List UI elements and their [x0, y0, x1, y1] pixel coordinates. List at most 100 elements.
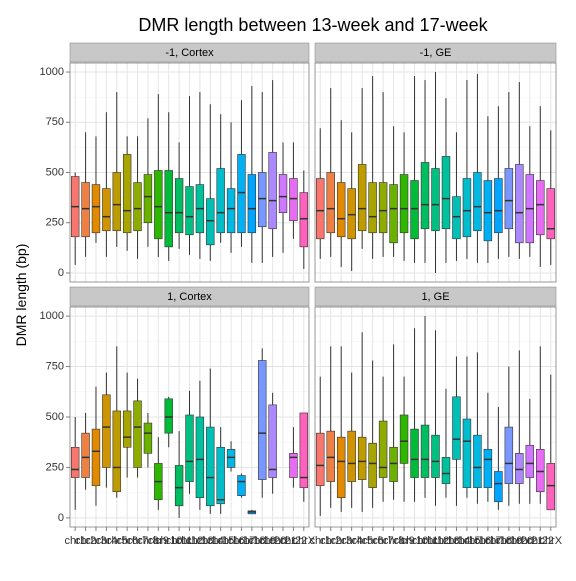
x-tick-label: chr3 [330, 535, 351, 547]
facet-label: 1, Cortex [167, 291, 212, 303]
box [237, 475, 246, 497]
box [299, 192, 309, 248]
box [122, 154, 132, 234]
box [268, 152, 277, 230]
facet-strip [69, 286, 310, 307]
x-tick-label: chr1 [64, 535, 85, 547]
box [410, 180, 419, 240]
facet-strip [314, 42, 557, 63]
box [185, 186, 194, 236]
x-tick-label: chr8 [137, 535, 158, 547]
chart-title: DMR length between 13-week and 17-week [138, 15, 488, 35]
box [258, 172, 267, 228]
box [389, 446, 398, 482]
box [389, 184, 398, 244]
box [347, 430, 356, 482]
box [112, 410, 121, 492]
x-tick-label: chr2 [320, 535, 341, 547]
x-tick-label: chr6 [116, 535, 137, 547]
box [289, 178, 298, 222]
x-tick-label: chr5 [106, 535, 127, 547]
x-tick-label: chr7 [127, 535, 148, 547]
y-tick-label: 750 [46, 360, 64, 372]
x-tick-label: chr20 [259, 535, 287, 547]
box [525, 444, 535, 478]
box [420, 162, 430, 230]
box [452, 196, 461, 240]
box [368, 442, 377, 488]
box [247, 174, 257, 234]
box [431, 168, 440, 232]
box [299, 412, 309, 488]
panel-border [69, 306, 310, 528]
x-tick-label: chr18 [485, 535, 513, 547]
box [410, 428, 419, 478]
panel-border [314, 62, 557, 283]
y-tick-label: 500 [46, 411, 64, 423]
box [226, 448, 236, 468]
box [216, 168, 225, 234]
box [143, 174, 153, 224]
box [546, 188, 555, 240]
y-tick-label: 250 [46, 217, 64, 229]
y-tick-label: 250 [46, 461, 64, 473]
box [347, 188, 356, 240]
x-tick-label: chr12 [176, 535, 204, 547]
box [326, 430, 335, 482]
x-tick-label: chr5 [351, 535, 372, 547]
x-tick-label: chr9 [148, 535, 169, 547]
box [494, 471, 503, 503]
box [91, 428, 101, 486]
box [515, 164, 524, 244]
box [336, 182, 346, 238]
box [164, 170, 173, 248]
box [195, 416, 205, 499]
box [504, 426, 514, 484]
box [399, 414, 409, 464]
box [452, 396, 461, 460]
x-tick-label: chr11 [166, 535, 193, 547]
x-tick-label: chr10 [155, 535, 183, 547]
box [441, 156, 451, 230]
box [378, 182, 388, 234]
x-tick-label: chr4 [96, 535, 117, 547]
y-tick-label: 1000 [40, 66, 64, 78]
box [81, 432, 90, 478]
box [258, 360, 267, 480]
box [216, 446, 225, 505]
box [174, 465, 184, 507]
x-tick-label: chr13 [186, 535, 214, 547]
box [546, 463, 555, 511]
box [473, 434, 482, 488]
x-tick-label: chr18 [238, 535, 266, 547]
box [289, 453, 298, 478]
box [185, 414, 194, 482]
x-tick-label: chr14 [197, 535, 225, 547]
box [133, 400, 142, 468]
panel-border [314, 306, 557, 528]
x-tick-label: chr15 [207, 535, 235, 547]
facet-label: -1, GE [420, 47, 452, 59]
x-tick-label: chr4 [341, 535, 362, 547]
box [483, 180, 493, 242]
x-tick-label: chr1 [310, 535, 331, 547]
x-tick-label: chr12 [422, 535, 450, 547]
x-tick-label: chr6 [362, 535, 383, 547]
x-tick-label: chr10 [401, 535, 429, 547]
y-tick-label: 0 [58, 512, 64, 524]
box [378, 420, 388, 478]
box [515, 453, 524, 484]
box [133, 182, 142, 232]
x-tick-label: chr11 [412, 535, 439, 547]
x-tick-label: chrX [539, 535, 562, 547]
box [316, 178, 325, 240]
box [494, 178, 503, 234]
box [164, 398, 173, 434]
y-tick-label: 750 [46, 116, 64, 128]
box [268, 404, 277, 478]
panel-border [69, 62, 310, 283]
x-tick-label: chr21 [516, 535, 544, 547]
x-tick-label: chr17 [228, 535, 256, 547]
box [143, 422, 153, 454]
